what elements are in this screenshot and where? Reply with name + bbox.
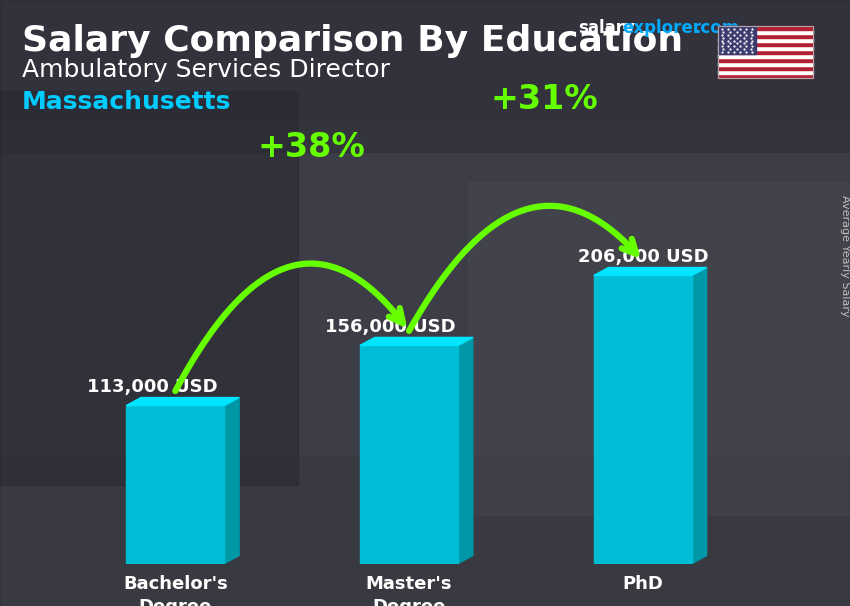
Polygon shape	[224, 398, 239, 564]
Text: 206,000 USD: 206,000 USD	[577, 248, 708, 267]
Bar	[718, 74, 813, 78]
Polygon shape	[593, 276, 692, 564]
Bar	[718, 26, 756, 54]
Bar	[718, 38, 813, 42]
Bar	[718, 26, 813, 30]
Bar	[0, 0, 850, 152]
Text: explorer: explorer	[622, 19, 701, 37]
Bar	[718, 58, 813, 62]
Bar	[718, 66, 813, 70]
Bar	[718, 46, 813, 50]
Bar	[0, 121, 850, 454]
Polygon shape	[593, 267, 706, 276]
Text: +38%: +38%	[257, 131, 365, 164]
Text: 113,000 USD: 113,000 USD	[87, 379, 218, 396]
Polygon shape	[458, 338, 473, 564]
Text: 156,000 USD: 156,000 USD	[325, 318, 456, 336]
Polygon shape	[360, 345, 458, 564]
Text: Ambulatory Services Director: Ambulatory Services Director	[22, 58, 390, 82]
Text: salary: salary	[578, 19, 635, 37]
Text: .com: .com	[694, 19, 740, 37]
Bar	[718, 30, 813, 34]
Text: Salary Comparison By Education: Salary Comparison By Education	[22, 24, 683, 58]
Bar	[718, 34, 813, 38]
Bar	[718, 54, 813, 58]
Bar	[718, 62, 813, 66]
Polygon shape	[360, 338, 473, 345]
Polygon shape	[692, 267, 706, 564]
Bar	[468, 182, 850, 515]
Polygon shape	[126, 405, 224, 564]
Polygon shape	[0, 91, 298, 485]
Text: +31%: +31%	[490, 82, 598, 116]
Text: Average Yearly Salary: Average Yearly Salary	[840, 195, 850, 317]
Bar	[718, 26, 813, 78]
Polygon shape	[126, 398, 239, 405]
Bar	[718, 50, 813, 54]
Bar	[718, 70, 813, 74]
Text: Massachusetts: Massachusetts	[22, 90, 231, 114]
Bar	[718, 42, 813, 46]
